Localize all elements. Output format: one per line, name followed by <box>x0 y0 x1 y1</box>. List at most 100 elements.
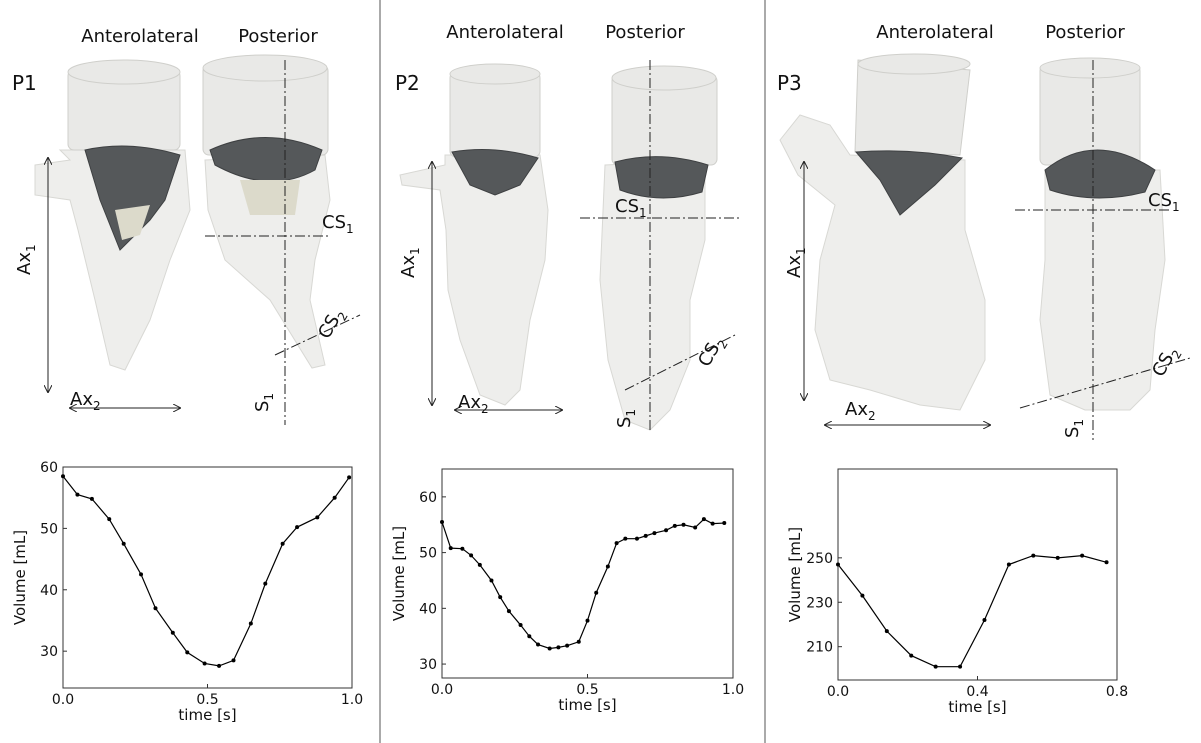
data-point <box>347 475 351 479</box>
data-point <box>548 646 552 650</box>
data-line <box>442 519 724 648</box>
data-point <box>1056 556 1060 560</box>
data-point <box>594 591 598 595</box>
data-point <box>478 563 482 567</box>
y-tick-label: 250 <box>806 551 833 567</box>
annotation: Ax2 <box>70 389 101 413</box>
data-point <box>536 643 540 647</box>
data-point <box>702 517 706 521</box>
data-point <box>61 474 65 478</box>
annotation-base: S <box>1062 427 1083 438</box>
x-tick-label: 0.0 <box>431 682 453 698</box>
annotation-sub: 1 <box>346 222 354 236</box>
annotation-sub: 1 <box>1072 419 1086 427</box>
panel-label: P2 <box>395 71 420 95</box>
data-point <box>1105 560 1109 564</box>
annotation-base: S <box>614 417 635 428</box>
render-p2 <box>400 64 717 430</box>
y-tick-label: 50 <box>40 521 58 537</box>
annotation: Ax2 <box>845 399 876 423</box>
figure: P1AnterolateralPosteriorAx1Ax2CS1CS2S1P2… <box>0 0 1201 743</box>
data-point <box>860 594 864 598</box>
plot-frame <box>63 467 352 688</box>
annotation: Ax1 <box>398 247 422 278</box>
data-point <box>489 578 493 582</box>
data-point <box>673 524 677 528</box>
data-point <box>498 595 502 599</box>
data-point <box>507 609 511 613</box>
data-point <box>263 582 267 586</box>
annotation-sub: 2 <box>481 402 489 416</box>
view-label: Anterolateral <box>876 22 993 43</box>
annotation: CS1 <box>322 212 354 236</box>
annotation: CS1 <box>1148 190 1180 214</box>
y-tick-label: 30 <box>419 657 437 673</box>
view-label: Posterior <box>605 22 685 43</box>
data-point <box>1007 563 1011 567</box>
annotation-base: CS <box>615 196 639 217</box>
panel-label: P1 <box>12 71 37 95</box>
annotation-base: Ax <box>458 392 481 413</box>
data-point <box>565 644 569 648</box>
annotation-sub: 1 <box>408 247 422 255</box>
y-tick-label: 60 <box>40 460 58 476</box>
annotation: CS2 <box>694 333 731 372</box>
data-point <box>982 618 986 622</box>
data-line <box>63 476 349 666</box>
view-label: Posterior <box>238 26 318 47</box>
annotation-sub: 2 <box>93 399 101 413</box>
data-point <box>606 565 610 569</box>
x-axis-label: time [s] <box>178 706 236 724</box>
annotation-base: Ax <box>784 255 805 278</box>
data-point <box>122 542 126 546</box>
annotation-sub: 1 <box>1172 200 1180 214</box>
annotation-sub: 1 <box>794 247 808 255</box>
data-point <box>281 542 285 546</box>
annotation: S1 <box>614 409 638 428</box>
data-point <box>90 497 94 501</box>
data-point <box>958 665 962 669</box>
x-tick-label: 1.0 <box>341 692 363 708</box>
y-tick-label: 30 <box>40 644 58 660</box>
data-point <box>722 521 726 525</box>
data-point <box>139 572 143 576</box>
data-point <box>315 515 319 519</box>
data-point <box>934 665 938 669</box>
data-point <box>440 520 444 524</box>
data-point <box>644 534 648 538</box>
view-label: Anterolateral <box>81 26 198 47</box>
annotation-base: CS <box>1148 190 1172 211</box>
data-point <box>652 531 656 535</box>
panel-label: P3 <box>777 71 802 95</box>
data-line <box>838 556 1107 667</box>
data-point <box>693 526 697 530</box>
annotation-sub: 1 <box>24 244 38 252</box>
data-point <box>333 496 337 500</box>
y-axis-label: Volume [mL] <box>11 530 29 625</box>
data-point <box>664 528 668 532</box>
data-point <box>577 640 581 644</box>
x-tick-label: 0.8 <box>1106 684 1128 700</box>
data-point <box>635 537 639 541</box>
x-tick-label: 1.0 <box>722 682 744 698</box>
view-label: Anterolateral <box>446 22 563 43</box>
x-axis-label: time [s] <box>948 698 1006 716</box>
data-point <box>171 631 175 635</box>
data-point <box>460 547 464 551</box>
view-label: Posterior <box>1045 22 1125 43</box>
annotation-base: Ax <box>14 252 35 275</box>
annotation-base: Ax <box>845 399 868 420</box>
data-point <box>556 645 560 649</box>
data-point <box>615 541 619 545</box>
annotation-base: Ax <box>398 255 419 278</box>
annotation: Ax1 <box>784 247 808 278</box>
x-tick-label: 0.0 <box>52 692 74 708</box>
data-point <box>232 658 236 662</box>
y-tick-label: 40 <box>419 601 437 617</box>
data-point <box>586 619 590 623</box>
render-p3 <box>780 54 1165 410</box>
data-point <box>711 522 715 526</box>
data-point <box>1080 554 1084 558</box>
annotation-sub: 1 <box>624 409 638 417</box>
data-point <box>836 563 840 567</box>
